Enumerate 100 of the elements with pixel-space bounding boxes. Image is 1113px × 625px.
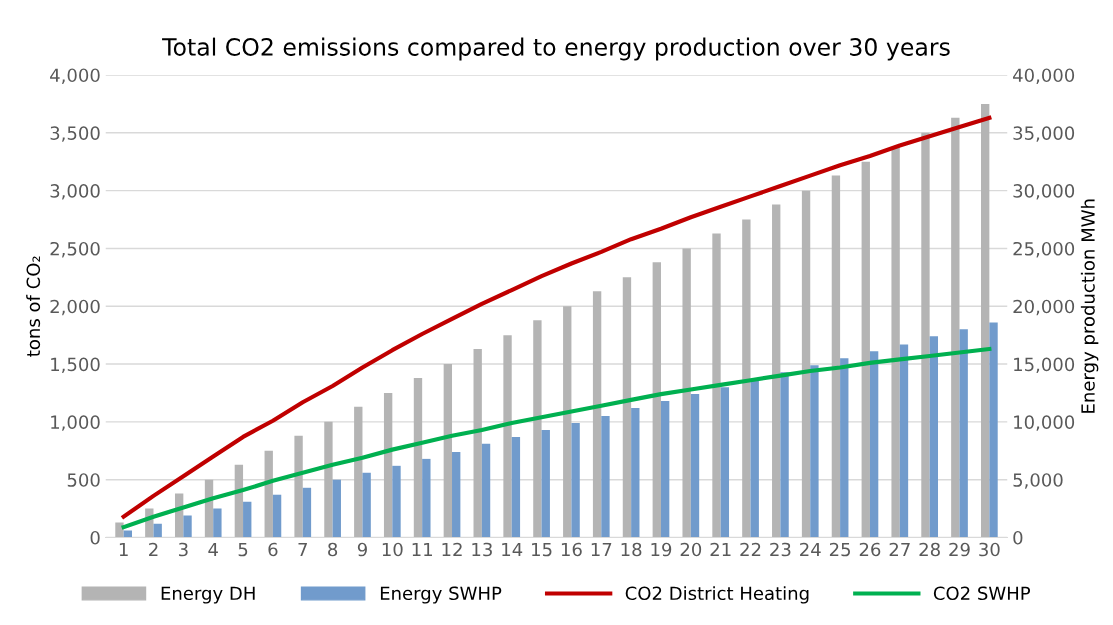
bar	[541, 429, 550, 538]
bar	[989, 322, 998, 538]
y2-tick-label: 20,000	[1013, 299, 1075, 316]
y2-tick-label: 15,000	[1014, 357, 1075, 374]
y-tick-label: 3,500	[50, 126, 100, 142]
bar	[422, 458, 431, 538]
legend-label: Energy SWHP	[380, 586, 502, 604]
y2-tick-label: 40,000	[1013, 68, 1075, 84]
x-tick-label: 4	[208, 542, 218, 557]
x-tick-label: 26	[859, 542, 881, 557]
bar	[720, 387, 730, 538]
x-tick-label: 19	[651, 542, 672, 557]
bar	[473, 349, 482, 538]
bar	[981, 103, 990, 538]
x-tick-label: 21	[710, 542, 731, 557]
bar	[115, 522, 124, 538]
bar	[810, 365, 819, 538]
y-tick-label: 1,000	[51, 415, 100, 431]
y-tick-label: 3,000	[50, 184, 100, 200]
bar	[780, 372, 789, 538]
line-series	[121, 115, 992, 519]
x-tick-label: 23	[770, 542, 791, 557]
bar	[690, 394, 700, 538]
x-tick-label: 7	[298, 542, 307, 557]
bar	[742, 219, 751, 538]
bar	[302, 487, 312, 538]
bar	[503, 335, 512, 538]
y-tick-label: 500	[67, 473, 100, 487]
x-tick-label: 13	[472, 542, 492, 557]
x-tick-label: 1	[119, 542, 128, 557]
bar	[153, 523, 162, 538]
bar	[383, 392, 393, 538]
bar	[772, 204, 781, 538]
bar	[840, 358, 849, 538]
x-tick-label: 10	[382, 542, 403, 557]
bar	[443, 364, 453, 538]
x-tick-label: 29	[949, 542, 970, 557]
bar	[959, 329, 968, 538]
legend-label: Energy DH	[161, 586, 255, 604]
x-tick-label: 15	[532, 542, 552, 557]
bar	[652, 262, 661, 538]
y-tick-label: 0	[90, 530, 100, 545]
bar	[929, 336, 939, 538]
bar	[801, 190, 811, 538]
bar	[452, 451, 461, 538]
x-tick-label: 30	[979, 542, 1000, 557]
bar	[533, 320, 542, 538]
bar	[899, 344, 909, 538]
bar	[413, 377, 423, 538]
chart-title: Total CO2 emissions compared to energy production over 30 years	[162, 37, 950, 61]
y2-tick-label: 5,000	[1013, 473, 1063, 489]
bar	[272, 494, 282, 538]
x-tick-label: 2	[149, 542, 158, 557]
x-tick-label: 24	[800, 542, 821, 557]
bar	[332, 479, 341, 538]
bar	[183, 515, 192, 538]
x-tick-label: 18	[621, 542, 642, 557]
bar	[861, 161, 870, 538]
x-tick-label: 5	[238, 542, 248, 557]
y2-tick-label: 35,000	[1013, 126, 1075, 142]
bar	[563, 306, 572, 538]
bar	[294, 435, 303, 538]
x-tick-label: 12	[442, 542, 462, 557]
bar	[324, 421, 333, 538]
bar	[750, 380, 759, 538]
y2-tick-label: 10,000	[1014, 415, 1075, 431]
x-tick-label: 28	[919, 542, 940, 557]
bar	[354, 406, 363, 538]
x-tick-label: 14	[502, 542, 523, 557]
bar	[481, 443, 491, 538]
y2-tick-label: 0	[1013, 530, 1023, 545]
legend-label: CO2 District Heating	[625, 586, 809, 604]
bar	[592, 291, 602, 538]
bar	[571, 423, 580, 538]
y2-tick-label: 25,000	[1013, 241, 1075, 258]
x-tick-label: 9	[357, 542, 367, 557]
x-tick-label: 16	[561, 542, 582, 557]
x-tick-label: 20	[680, 542, 702, 557]
bar	[831, 175, 841, 538]
bar	[213, 508, 222, 538]
bar	[362, 472, 371, 538]
bar	[622, 277, 632, 538]
y2-axis-title: Energy production MWh	[1080, 199, 1099, 413]
x-tick-label: 11	[412, 542, 432, 557]
x-tick-label: 27	[889, 542, 910, 557]
legend-label: CO2 SWHP	[933, 586, 1031, 601]
bar	[631, 408, 640, 538]
y-axis-title: tons of CO₂	[26, 256, 41, 357]
bar	[660, 401, 670, 538]
line-series	[121, 346, 992, 530]
bar	[511, 436, 521, 538]
x-tick-label: 8	[328, 542, 338, 557]
bar	[891, 146, 900, 538]
bar	[392, 465, 401, 538]
y2-tick-label: 30,000	[1013, 184, 1075, 200]
bar	[921, 132, 930, 538]
bar	[243, 501, 252, 538]
x-tick-label: 3	[178, 542, 188, 557]
bar	[869, 351, 879, 538]
bar	[682, 248, 691, 538]
